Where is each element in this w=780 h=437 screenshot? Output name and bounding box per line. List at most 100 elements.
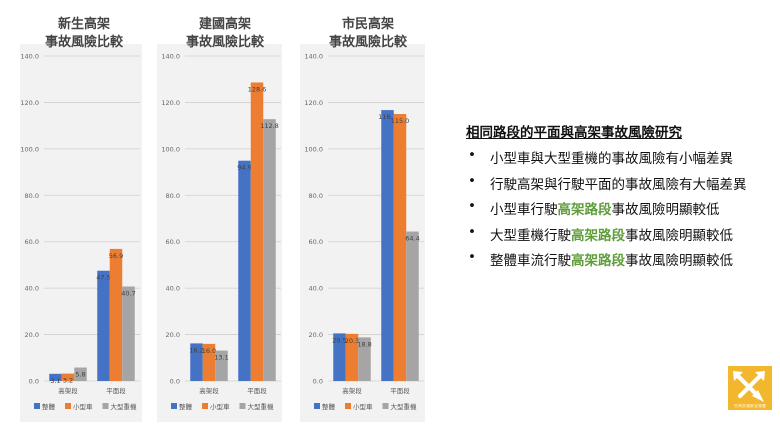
chart-2-legend-label: 整體: [179, 402, 193, 411]
study-bullet-2: • 行駛高架與行駛平面的事故風險有大幅差異: [466, 173, 766, 199]
chart-3-ytick-label: 40.0: [309, 285, 323, 293]
chart-1-bar: [49, 373, 62, 381]
chart-title-2-line-2: 事故風險比較: [185, 35, 264, 50]
chart-2-bar: [202, 343, 216, 381]
bullet-text-segment: 小型車與大型重機的事故風險有小幅差異: [490, 151, 733, 167]
chart-2-data-label: 13.1: [214, 354, 228, 362]
chart-1-legend-label: 小型車: [73, 402, 93, 411]
chart-1-ytick-label: 0.0: [29, 378, 39, 386]
chart-1-data-label: 3.2: [63, 377, 73, 385]
bullet-text: 整體車流行駛高架路段事故風險明顯較低: [490, 249, 733, 269]
chart-3-data-label: 20.3: [345, 337, 359, 345]
chart-2-ytick-label: 100.0: [161, 145, 180, 153]
chart-1-bar: [97, 270, 110, 381]
bullet-dot-icon: •: [468, 198, 476, 214]
bullet-text: 大型重機行駛高架路段事故風險明顯較低: [490, 224, 733, 244]
chart-1-data-label: 3.1: [50, 377, 60, 385]
chart-1-ytick-label: 60.0: [25, 238, 39, 246]
chart-1-data-label: 40.7: [121, 290, 135, 298]
chart-3-legend-swatch: [345, 403, 351, 409]
chart-1-legend-swatch: [102, 403, 109, 409]
bullet-text: 行駛高架與行駛平面的事故風險有大幅差異: [490, 173, 747, 193]
bullet-text: 小型車行駛高架路段事故風險明顯較低: [490, 198, 720, 218]
chart-1-ytick-label: 20.0: [25, 331, 39, 339]
chart-1-ytick-label: 140.0: [20, 53, 39, 61]
chart-1-data-label: 47.5: [96, 274, 110, 282]
chart-2-legend-swatch: [171, 403, 177, 409]
chart-3-bar: [406, 231, 419, 381]
chart-2-legend-label: 大型重機: [248, 402, 275, 411]
chart-3-ytick-label: 20.0: [309, 331, 323, 339]
chart-3-ytick-label: 140.0: [304, 53, 323, 61]
chart-3-data-label: 115.0: [391, 117, 410, 125]
chart-1-bar: [122, 286, 135, 381]
chart-1-data-label: 56.9: [109, 252, 123, 260]
chart-2-bar: [238, 160, 251, 381]
chart-1-legend-swatch: [34, 403, 40, 409]
chart-2-bar: [250, 82, 264, 381]
chart-1-data-label: 5.8: [75, 371, 85, 379]
bullet-dot-icon: •: [468, 249, 476, 265]
study-bullet-1: • 小型車與大型重機的事故風險有小幅差異: [466, 147, 766, 173]
chart-1-legend-swatch: [65, 403, 71, 409]
chart-1-bar: [61, 373, 75, 381]
bullet-dot-icon: •: [468, 147, 476, 163]
chart-2-data-label: 94.9: [237, 164, 251, 172]
chart-2-legend-swatch: [239, 403, 246, 409]
chart-2-data-label: 16.0: [202, 347, 216, 355]
chart-1-legend-label: 整體: [42, 402, 56, 411]
chart-3-legend-swatch: [314, 403, 320, 409]
chart-3-legend-swatch: [382, 403, 389, 409]
highlight-text: 高架路段: [571, 253, 625, 269]
chart-title-3-line-2: 事故風險比較: [328, 35, 407, 50]
chart-1-ytick-label: 80.0: [25, 192, 39, 200]
logo-caption: 台灣交通安全協會: [734, 404, 766, 408]
chart-2-bar: [215, 350, 228, 381]
chart-3-ytick-label: 0.0: [313, 378, 323, 386]
arrows-cross-logo-icon: [733, 371, 765, 402]
study-bullet-4: • 大型重機行駛高架路段事故風險明顯較低: [466, 224, 766, 250]
chart-3-category-label: 平面段: [390, 386, 410, 395]
chart-3-legend-label: 大型重機: [391, 402, 418, 411]
chart-title-1: 新生高架 事故風險比較: [24, 16, 144, 52]
chart-3-bar: [381, 110, 394, 381]
chart-2-bar: [190, 343, 203, 381]
chart-2-ytick-label: 60.0: [166, 238, 180, 246]
chart-2-category-label: 高架段: [199, 386, 219, 395]
chart-3-ytick-label: 80.0: [309, 192, 323, 200]
chart-3-data-label: 18.8: [357, 340, 371, 348]
chart-2-ytick-label: 120.0: [161, 99, 180, 107]
bullet-text-segment: 事故風險明顯較低: [625, 253, 733, 269]
chart-2-ytick-label: 0.0: [170, 378, 180, 386]
chart-2-data-label: 112.8: [260, 122, 279, 130]
chart-2-ytick-label: 80.0: [166, 192, 180, 200]
chart-1-bar: [109, 248, 123, 381]
organization-logo: 台灣交通安全協會: [728, 366, 772, 410]
chart-3-data-label: 20.5: [332, 336, 346, 344]
chart-2-data-label: 128.6: [248, 85, 267, 93]
chart-3-bar: [393, 114, 407, 382]
chart-3-legend-label: 小型車: [353, 402, 373, 411]
highlight-text: 高架路段: [557, 202, 612, 218]
chart-3-bar: [345, 333, 359, 381]
bullet-text-segment: 大型重機行駛: [490, 227, 571, 244]
chart-1-ytick-label: 40.0: [25, 285, 39, 293]
bullet-text-segment: 整體車流行駛: [490, 253, 571, 269]
chart-title-2: 建國高架 事故風險比較: [165, 16, 285, 52]
chart-3-ytick-label: 100.0: [304, 145, 323, 153]
chart-2-bar: [263, 119, 276, 382]
study-title: 相同路段的平面與高架事故風險研究: [466, 125, 682, 141]
chart-1-ytick-label: 100.0: [20, 145, 39, 153]
bullet-text-segment: 事故風險明顯較低: [625, 227, 733, 244]
chart-1-category-label: 平面段: [106, 386, 126, 395]
chart-title-1-line-1: 新生高架: [57, 17, 110, 32]
bullet-text-segment: 事故風險明顯較低: [611, 202, 720, 218]
chart-3-ytick-label: 60.0: [309, 238, 323, 246]
chart-3-bar: [333, 333, 346, 381]
study-bullet-list: • 小型車與大型重機的事故風險有小幅差異 • 行駛高架與行駛平面的事故風險有大幅差異 •…: [466, 147, 766, 275]
chart-3-data-label: 64.4: [405, 235, 419, 243]
chart-2-data-label: 16.2: [189, 346, 203, 354]
bullet-text: 小型車與大型重機的事故風險有小幅差異: [490, 147, 733, 167]
bullet-text-segment: 行駛高架與行駛平面的事故風險有大幅差異: [490, 176, 747, 193]
